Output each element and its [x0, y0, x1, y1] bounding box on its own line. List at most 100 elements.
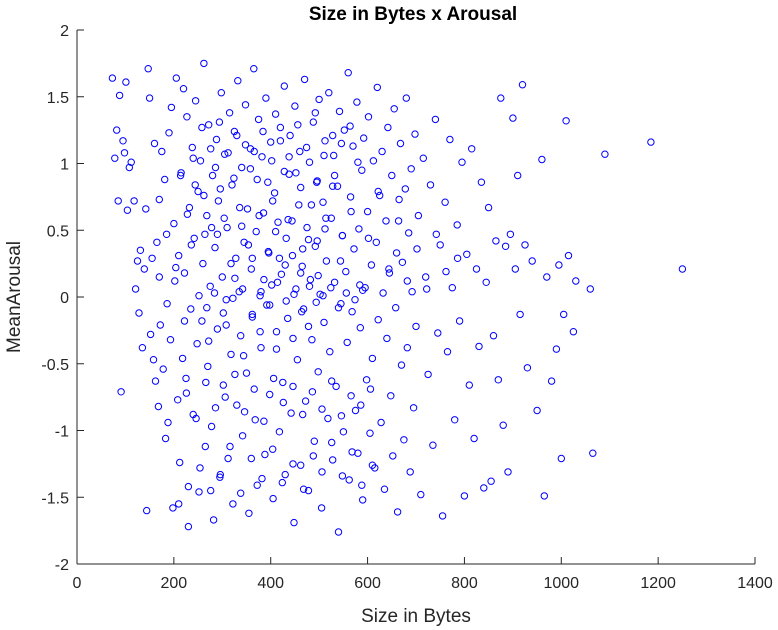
scatter-point [307, 201, 316, 209]
scatter-point [135, 309, 143, 317]
scatter-point [159, 365, 167, 373]
scatter-point [247, 454, 256, 463]
scatter-point [363, 207, 372, 216]
scatter-point [256, 292, 264, 300]
scatter-point [285, 170, 293, 178]
scatter-point [358, 166, 366, 174]
scatter-point [282, 297, 290, 305]
scatter-point [586, 285, 594, 293]
scatter-point [424, 370, 432, 379]
scatter-point [226, 442, 234, 451]
scatter-point [179, 85, 188, 93]
scatter-point [379, 289, 387, 297]
scatter-point [238, 432, 247, 440]
scatter-point [203, 211, 211, 220]
scatter-point [311, 109, 319, 117]
scatter-point [222, 296, 230, 304]
scatter-point [382, 217, 390, 225]
scatter-point [189, 154, 197, 162]
scatter-point [300, 75, 309, 84]
scatter-point [261, 450, 269, 459]
scatter-point [400, 436, 408, 444]
scatter-point [357, 401, 365, 409]
scatter-point [195, 488, 203, 496]
scatter-point [297, 269, 305, 277]
scatter-point [504, 468, 512, 476]
scatter-point [482, 278, 490, 286]
scatter-point [475, 342, 483, 351]
scatter-point [555, 261, 563, 269]
scatter-point [277, 270, 286, 278]
scatter-point [281, 470, 289, 479]
scatter-point [286, 131, 294, 140]
scatter-point [338, 472, 347, 480]
scatter-point [368, 461, 377, 469]
scatter-point [158, 147, 166, 156]
scatter-point [477, 178, 486, 186]
scatter-point [321, 225, 329, 233]
scatter-point [562, 117, 570, 125]
scatter-point [301, 397, 310, 405]
scatter-point [171, 277, 179, 285]
scatter-point [258, 153, 266, 161]
scatter-point [330, 171, 339, 180]
scatter-point [250, 65, 258, 73]
scatter-point [322, 214, 330, 222]
scatter-point [117, 388, 125, 396]
scatter-point [153, 238, 161, 247]
scatter-point [188, 143, 197, 152]
scatter-point [351, 406, 360, 415]
scatter-point [339, 428, 348, 436]
scatter-point [347, 207, 355, 216]
scatter-point [211, 404, 220, 412]
scatter-point [260, 275, 268, 284]
scatter-point [484, 203, 493, 212]
scatter-point [289, 382, 297, 391]
scatter-point [309, 118, 317, 126]
scatter-point [205, 337, 213, 345]
scatter-point [265, 249, 273, 257]
scatter-point [253, 175, 261, 184]
scatter-point [169, 504, 177, 512]
scatter-point [236, 203, 244, 212]
scatter-point [275, 428, 284, 436]
scatter-point [269, 445, 277, 453]
scatter-point [453, 221, 461, 229]
scatter-point [298, 262, 306, 270]
scatter-point [284, 215, 292, 224]
scatter-point [170, 219, 178, 228]
scatter-point [295, 201, 303, 209]
scatter-point [131, 285, 140, 293]
scatter-point [329, 131, 337, 140]
scatter-point [569, 328, 578, 336]
scatter-point [362, 376, 371, 384]
scatter-point [299, 245, 307, 253]
scatter-point [303, 223, 311, 232]
scatter-point [497, 94, 505, 102]
scatter-point [233, 131, 241, 140]
scatter-point [392, 249, 401, 257]
scatter-point [272, 345, 281, 353]
scatter-point [406, 468, 414, 476]
scatter-point [458, 158, 466, 166]
y-axis-label: MeanArousal [4, 241, 25, 353]
scatter-point [383, 334, 391, 343]
scatter-point [521, 241, 529, 249]
scatter-point [359, 496, 367, 504]
scatter-point [309, 452, 317, 460]
scatter-point [313, 237, 321, 245]
scatter-point [176, 458, 184, 467]
x-ticks: 0 200 400 600 800 1000 1200 1400 [73, 557, 773, 592]
scatter-point [182, 374, 190, 383]
scatter-point [266, 301, 274, 309]
scatter-point [388, 171, 396, 180]
scatter-point [463, 250, 471, 259]
scatter-point [552, 345, 561, 353]
scatter-point [221, 150, 229, 158]
scatter-point [247, 265, 256, 273]
scatter-point [278, 478, 286, 487]
scatter-point [344, 69, 352, 77]
scatter-point [325, 89, 333, 97]
scatter-point [564, 251, 573, 260]
scatter-point [328, 438, 336, 447]
